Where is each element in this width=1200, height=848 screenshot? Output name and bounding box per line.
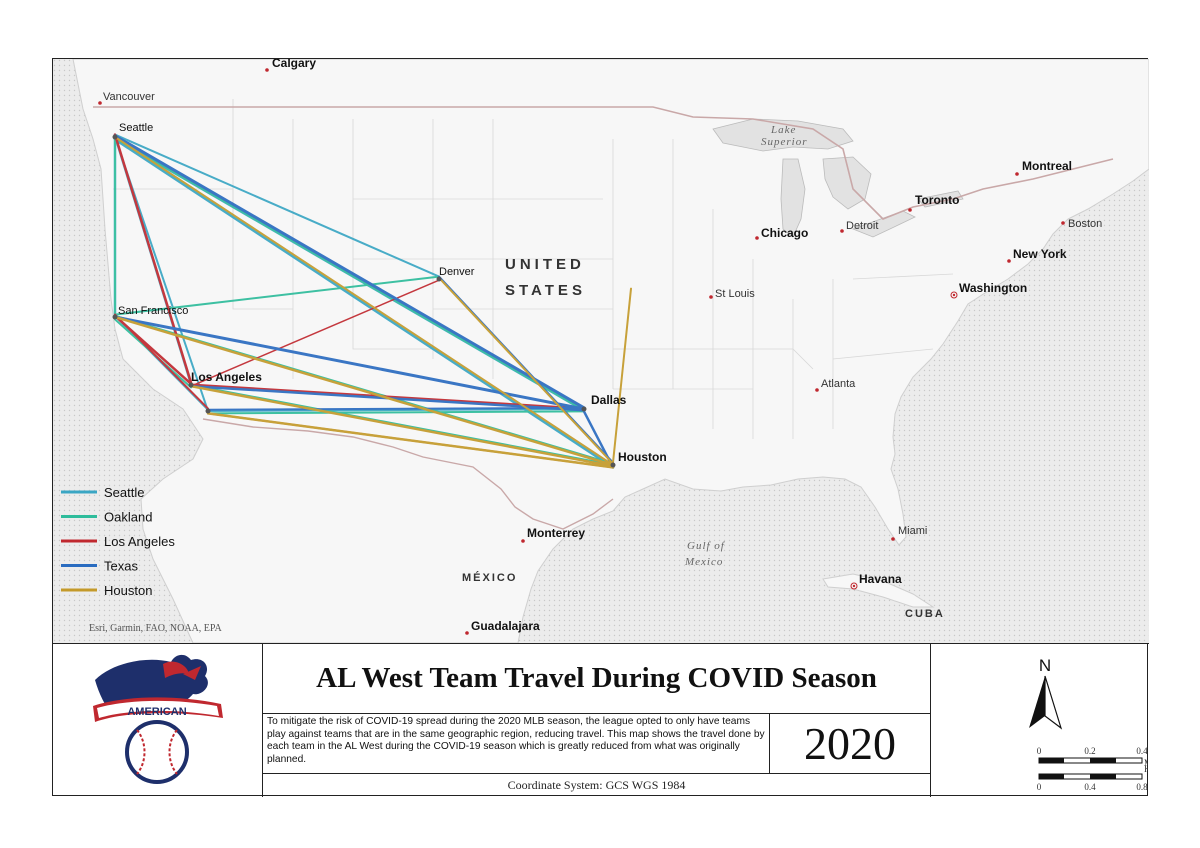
route-houston-hou-sf xyxy=(113,315,615,467)
lake-michigan xyxy=(780,158,806,238)
scale-km-1: 0.4 xyxy=(1084,782,1096,792)
team-city-label-dallas: Dallas xyxy=(591,393,627,407)
scale-bar-km: Km 0 0.4 0.8 xyxy=(1037,764,1158,792)
legend-label-seattle: Seattle xyxy=(104,485,144,500)
north-arrow-and-scale: N 0 0.2 0.4 Mi xyxy=(1029,656,1158,792)
scale-mi-0: 0 xyxy=(1037,746,1042,756)
map-description: To mitigate the risk of COVID-19 spread … xyxy=(267,716,765,765)
team-city-label-san-francisco: San Francisco xyxy=(118,305,188,317)
route-oakland-la2-dal xyxy=(207,410,585,415)
coordinate-system: Coordinate System: GCS WGS 1984 xyxy=(507,778,686,792)
land-north-america xyxy=(72,59,1149,643)
state-borders xyxy=(113,99,954,439)
route-texas-la2-dal xyxy=(207,406,585,411)
logo-text: AMERICAN xyxy=(127,706,186,718)
cuba xyxy=(822,573,935,608)
us-canada-border xyxy=(93,106,1114,220)
description-cell: To mitigate the risk of COVID-19 spread … xyxy=(263,714,770,774)
map-panel: Calgary Vancouver Montreal Toronto Bosto… xyxy=(53,59,1149,643)
city-label-chicago: Chicago xyxy=(761,226,808,240)
legend: Seattle Oakland Los Angeles Texas Houston xyxy=(61,485,175,598)
city-label-havana: Havana xyxy=(859,572,902,586)
north-label: N xyxy=(1039,656,1051,675)
route-los-angeles-la-sea xyxy=(113,133,193,384)
travel-routes xyxy=(113,133,632,469)
route-seattle-sea-den xyxy=(114,133,440,278)
american-league-logo: AMERICAN xyxy=(93,654,223,784)
city-label-st-louis: St Louis xyxy=(715,288,755,300)
city-label-detroit: Detroit xyxy=(846,220,878,232)
map-footer: AMERICAN AL West Team Travel During COVI… xyxy=(53,643,1158,797)
route-seattle-sea-hou xyxy=(113,138,615,469)
route-houston-hou-ne xyxy=(612,287,632,464)
city-label-washington: Washington xyxy=(959,281,1027,295)
legend-label-houston: Houston xyxy=(104,583,152,598)
scale-km-unit: Km xyxy=(1144,764,1148,774)
water-label-gulf-1: Gulf of xyxy=(687,540,726,552)
scale-km-2: 0.8 xyxy=(1136,782,1148,792)
lake-superior xyxy=(712,118,854,152)
team-city-markers xyxy=(112,134,616,468)
map-layout-frame: Calgary Vancouver Montreal Toronto Bosto… xyxy=(52,58,1158,797)
city-label-calgary: Calgary xyxy=(272,59,316,70)
city-label-boston: Boston xyxy=(1068,218,1102,230)
north-arrow-icon xyxy=(1029,675,1063,730)
coordinate-system-cell: Coordinate System: GCS WGS 1984 xyxy=(263,774,930,797)
route-houston-hou-den xyxy=(438,276,614,465)
city-markers xyxy=(98,68,1065,635)
logo-cell: AMERICAN xyxy=(53,644,263,797)
route-houston-hou-sea xyxy=(114,136,614,466)
scale-mi-2: 0.4 xyxy=(1136,746,1148,756)
country-label-states: STATES xyxy=(505,282,586,299)
water-label-gulf-2: Mexico xyxy=(684,556,723,568)
map-title: AL West Team Travel During COVID Season xyxy=(316,662,877,694)
city-label-guadalajara: Guadalajara xyxy=(471,619,540,633)
route-los-angeles-sf-la2 xyxy=(114,313,209,410)
route-los-angeles-la-den xyxy=(190,279,440,387)
legend-label-texas: Texas xyxy=(104,559,138,574)
water-label-lake-2: Superior xyxy=(761,136,808,148)
city-label-toronto: Toronto xyxy=(915,193,959,207)
team-city-label-houston: Houston xyxy=(618,450,667,464)
country-label-mexico: MÉXICO xyxy=(462,571,517,584)
city-label-atlanta: Atlanta xyxy=(821,378,856,390)
compass-cell: N 0 0.2 0.4 Mi xyxy=(930,644,1158,797)
legend-label-oakland: Oakland xyxy=(104,510,152,525)
city-label-miami: Miami xyxy=(898,525,927,537)
year-cell: 2020 xyxy=(770,714,930,774)
team-city-label-seattle: Seattle xyxy=(119,122,153,134)
route-texas-dal-sea xyxy=(113,134,586,410)
team-city-label-los-angeles: Los Angeles xyxy=(191,370,262,384)
country-label-united: UNITED xyxy=(505,256,585,273)
team-city-label-denver: Denver xyxy=(439,266,475,278)
country-label-cuba: CUBA xyxy=(905,608,945,620)
route-oakland-sea-dal xyxy=(114,137,585,412)
scale-bar-miles: 0 0.2 0.4 Mi xyxy=(1037,746,1155,768)
city-label-montreal: Montreal xyxy=(1022,159,1072,173)
basemap: Calgary Vancouver Montreal Toronto Bosto… xyxy=(53,59,1149,643)
scale-mi-1: 0.2 xyxy=(1084,746,1095,756)
map-credit: Esri, Garmin, FAO, NOAA, EPA xyxy=(89,623,223,634)
title-cell: AL West Team Travel During COVID Season xyxy=(263,644,930,714)
city-label-vancouver: Vancouver xyxy=(103,91,155,103)
city-label-new-york: New York xyxy=(1013,247,1067,261)
map-year: 2020 xyxy=(804,718,896,769)
water-label-lake-1: Lake xyxy=(770,124,796,136)
route-seattle-la2-dal xyxy=(207,408,585,412)
scale-km-0: 0 xyxy=(1037,782,1042,792)
us-mexico-border xyxy=(202,418,614,530)
route-houston-hou-la xyxy=(189,384,615,468)
legend-label-los-angeles: Los Angeles xyxy=(104,534,175,549)
city-label-monterrey: Monterrey xyxy=(527,526,585,540)
route-houston-hou-la2 xyxy=(206,412,615,469)
